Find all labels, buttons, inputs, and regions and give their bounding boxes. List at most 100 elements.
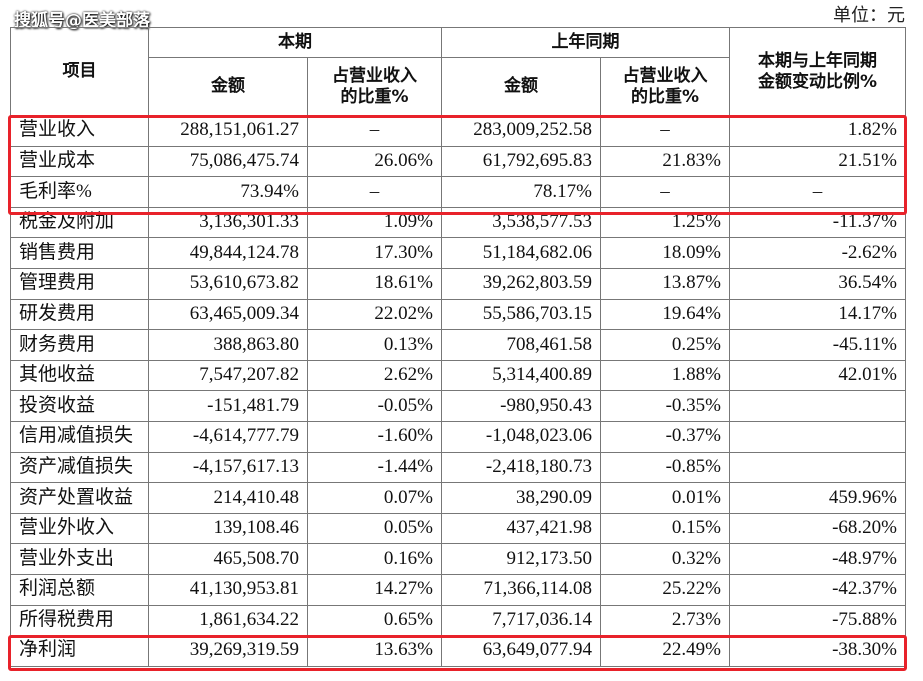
cell: -45.11% xyxy=(729,329,906,361)
cell: 0.15% xyxy=(600,512,730,545)
cell: 437,421.98 xyxy=(441,512,601,545)
cell: 49,844,124.78 xyxy=(148,237,308,269)
cell: -151,481.79 xyxy=(148,390,308,422)
cell: 63,465,009.34 xyxy=(148,298,308,331)
table-row: 财务费用 388,863.80 0.13% 708,461.58 0.25% -45.11… xyxy=(10,329,906,361)
cell: 25.22% xyxy=(600,573,730,606)
cell: 1,861,634.22 xyxy=(148,604,308,637)
cell: 0.16% xyxy=(307,543,442,575)
watermark: 搜狐号@医美部落 xyxy=(14,11,150,31)
cell: -68.20% xyxy=(729,512,906,545)
cell: 41,130,953.81 xyxy=(148,573,308,606)
cell: 17.30% xyxy=(307,237,442,269)
cell: 61,792,695.83 xyxy=(441,145,601,178)
cell: 13.63% xyxy=(307,635,442,667)
cell: 22.02% xyxy=(307,298,442,331)
header-cell: 金额 xyxy=(148,57,308,116)
cell: 0.01% xyxy=(600,482,730,514)
table-row: 所得税费用 1,861,634.22 0.65% 7,717,036.14 2.73% -… xyxy=(10,604,906,637)
cell xyxy=(729,420,906,453)
header-cell: 占营业收入 的比重% xyxy=(307,57,442,116)
row-label: 营业外支出 xyxy=(10,543,149,575)
table-row: 研发费用 63,465,009.34 22.02% 55,586,703.15 19.6… xyxy=(10,298,906,331)
cell: 2.62% xyxy=(307,359,442,392)
cell: 26.06% xyxy=(307,145,442,178)
row-label: 毛利率% xyxy=(10,176,149,208)
row-label: 资产减值损失 xyxy=(10,451,149,484)
row-label: 研发费用 xyxy=(10,298,149,331)
cell: – xyxy=(600,115,730,147)
cell: 465,508.70 xyxy=(148,543,308,575)
highlight-box xyxy=(8,115,907,215)
cell: 388,863.80 xyxy=(148,329,308,361)
cell: 283,009,252.58 xyxy=(441,115,601,147)
cell: 42.01% xyxy=(729,359,906,392)
header-cell: 本期 xyxy=(148,27,442,58)
cell: – xyxy=(729,176,906,208)
cell: 18.09% xyxy=(600,237,730,269)
table-row: 投资收益 -151,481.79 -0.05% -980,950.43 -0.35% xyxy=(10,390,906,422)
row-label: 利润总额 xyxy=(10,573,149,606)
table-row: 营业成本 75,086,475.74 26.06% 61,792,695.83 21.8… xyxy=(10,145,906,178)
row-label: 营业成本 xyxy=(10,145,149,178)
cell: 14.17% xyxy=(729,298,906,331)
cell: -4,614,777.79 xyxy=(148,420,308,453)
cell: 0.25% xyxy=(600,329,730,361)
cell: 73.94% xyxy=(148,176,308,208)
cell: 1.88% xyxy=(600,359,730,392)
table-row: 其他收益 7,547,207.82 2.62% 5,314,400.89 1.88% 42… xyxy=(10,359,906,392)
row-label: 资产处置收益 xyxy=(10,482,149,514)
cell: 13.87% xyxy=(600,267,730,300)
cell: -1.60% xyxy=(307,420,442,453)
cell: 7,717,036.14 xyxy=(441,604,601,637)
cell: 36.54% xyxy=(729,267,906,300)
cell: -48.97% xyxy=(729,543,906,575)
unit-label: 单位：元 xyxy=(833,5,905,25)
cell: -0.35% xyxy=(600,390,730,422)
cell: 53,610,673.82 xyxy=(148,267,308,300)
cell: 21.51% xyxy=(729,145,906,178)
table-row: 营业外支出 465,508.70 0.16% 912,173.50 0.32% -48.9… xyxy=(10,543,906,575)
cell: -0.05% xyxy=(307,390,442,422)
cell: – xyxy=(307,115,442,147)
cell: 0.13% xyxy=(307,329,442,361)
cell: 19.64% xyxy=(600,298,730,331)
row-label: 信用减值损失 xyxy=(10,420,149,453)
cell xyxy=(729,390,906,422)
table-row: 管理费用 53,610,673.82 18.61% 39,262,803.59 13.8… xyxy=(10,267,906,300)
cell: 2.73% xyxy=(600,604,730,637)
row-label: 其他收益 xyxy=(10,359,149,392)
table-row: 资产减值损失 -4,157,617.13 -1.44% -2,418,180.73 -0… xyxy=(10,451,906,484)
cell: 14.27% xyxy=(307,573,442,606)
highlight-box xyxy=(8,635,907,671)
header-cell: 本期与上年同期 金额变动比例% xyxy=(729,27,906,116)
cell: -4,157,617.13 xyxy=(148,451,308,484)
cell: -0.37% xyxy=(600,420,730,453)
table-row: 资产处置收益 214,410.48 0.07% 38,290.09 0.01% 459.9… xyxy=(10,482,906,514)
cell: -2,418,180.73 xyxy=(441,451,601,484)
table-row: 营业外收入 139,108.46 0.05% 437,421.98 0.15% -68.2… xyxy=(10,512,906,545)
header-cell: 项目 xyxy=(10,27,149,116)
table-row: 毛利率% 73.94% –78.17% – – xyxy=(10,176,906,208)
cell: 63,649,077.94 xyxy=(441,635,601,667)
cell: 71,366,114.08 xyxy=(441,573,601,606)
cell: 38,290.09 xyxy=(441,482,601,514)
row-label: 营业外收入 xyxy=(10,512,149,545)
cell: 459.96% xyxy=(729,482,906,514)
cell: -1,048,023.06 xyxy=(441,420,601,453)
cell: -1.44% xyxy=(307,451,442,484)
header-cell: 占营业收入 的比重% xyxy=(600,57,730,116)
cell: 0.07% xyxy=(307,482,442,514)
cell: 75,086,475.74 xyxy=(148,145,308,178)
cell: 139,108.46 xyxy=(148,512,308,545)
cell: 39,269,319.59 xyxy=(148,635,308,667)
cell: -38.30% xyxy=(729,635,906,667)
cell: 78.17% xyxy=(441,176,601,208)
row-label: 营业收入 xyxy=(10,115,149,147)
header-cell: 金额 xyxy=(441,57,601,116)
cell: 1.82% xyxy=(729,115,906,147)
cell: 55,586,703.15 xyxy=(441,298,601,331)
cell: – xyxy=(307,176,442,208)
row-label: 财务费用 xyxy=(10,329,149,361)
cell: 22.49% xyxy=(600,635,730,667)
